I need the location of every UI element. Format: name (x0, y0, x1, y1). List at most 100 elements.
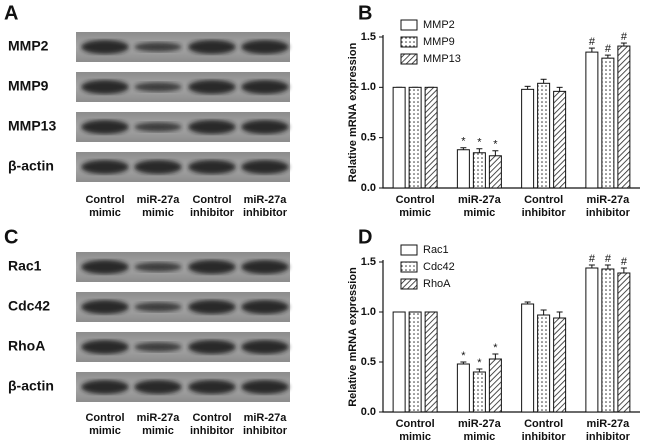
blot-band (81, 160, 129, 174)
blot-row-label: β-actin (8, 378, 54, 394)
bar (617, 272, 631, 413)
y-tick-label: 1.5 (361, 31, 376, 43)
blot-band (134, 122, 182, 132)
legend-swatch (400, 244, 418, 256)
blot-band (134, 380, 182, 394)
y-tick-label: 0.0 (361, 406, 376, 418)
blot-row-label: MMP2 (8, 38, 49, 54)
blot-row-label: Rac1 (8, 258, 42, 274)
blot-row-label: Cdc42 (8, 298, 50, 314)
bar (537, 314, 551, 413)
bar (521, 88, 535, 189)
blot-band (188, 40, 236, 54)
legend-swatch (400, 19, 418, 31)
legend-label: MMP2 (423, 19, 455, 31)
x-tick-label: miR-27a inhibitor (586, 194, 631, 219)
blot-column-label: Control inhibitor (190, 412, 235, 437)
bar (521, 303, 535, 413)
significance-mark: * (477, 137, 482, 149)
blot-column-label: Control mimic (85, 412, 124, 437)
bar (553, 317, 567, 413)
y-tick-label: 1.0 (361, 81, 376, 93)
bar (392, 311, 406, 413)
significance-mark: * (461, 350, 466, 362)
blot-row-label: MMP9 (8, 78, 49, 94)
x-tick-label: Control inhibitor (522, 194, 567, 219)
blot-column-label: miR-27a inhibitor (243, 412, 288, 437)
bar (553, 90, 567, 189)
blot-band (134, 262, 182, 272)
legend-swatch (400, 278, 418, 290)
significance-mark: # (589, 36, 596, 48)
blot-band (134, 342, 182, 352)
blot-column-label: miR-27a inhibitor (243, 194, 288, 219)
legend-label: Cdc42 (423, 261, 455, 273)
bar (585, 267, 599, 413)
blot-band (188, 380, 236, 394)
significance-mark: * (461, 136, 466, 148)
blot-column-label: Control mimic (85, 194, 124, 219)
bar (601, 268, 615, 413)
blot-band (81, 340, 129, 354)
significance-mark: # (621, 31, 628, 43)
panel-label: D (358, 226, 372, 248)
y-tick-label: 0.0 (361, 182, 376, 194)
y-tick-label: 0.5 (361, 356, 376, 368)
blot-band (188, 340, 236, 354)
x-tick-label: miR-27a mimic (458, 418, 502, 443)
bar (488, 358, 502, 413)
blot-band (241, 300, 289, 314)
bar (456, 149, 470, 189)
x-tick-label: miR-27a inhibitor (586, 418, 631, 443)
x-tick-label: miR-27a mimic (458, 194, 502, 219)
bar (408, 311, 422, 413)
bar (601, 57, 615, 189)
blot-band (188, 300, 236, 314)
legend-label: MMP13 (423, 53, 461, 65)
bar (488, 155, 502, 189)
bar (585, 51, 599, 189)
legend-label: RhoA (423, 278, 451, 290)
y-axis-title: Relative mRNA expression (347, 267, 359, 407)
blot-band (241, 340, 289, 354)
blot-band (81, 300, 129, 314)
bar (424, 311, 438, 413)
legend-label: MMP9 (423, 36, 455, 48)
blot-band (81, 80, 129, 94)
x-tick-label: Control mimic (396, 418, 435, 443)
bar (472, 371, 486, 413)
legend-swatch (400, 53, 418, 65)
blot-band (81, 380, 129, 394)
blot-band (134, 160, 182, 174)
significance-mark: * (477, 357, 482, 369)
significance-mark: * (493, 342, 498, 354)
y-tick-label: 0.5 (361, 132, 376, 144)
legend-swatch (400, 36, 418, 48)
bar (617, 45, 631, 189)
x-tick-label: Control mimic (396, 194, 435, 219)
panel-label: A (4, 2, 18, 24)
significance-mark: * (493, 139, 498, 151)
panel-label: C (4, 226, 18, 248)
bar (392, 86, 406, 189)
bar (456, 363, 470, 413)
blot-row-label: MMP13 (8, 118, 56, 134)
blot-band (188, 160, 236, 174)
blot-band (241, 120, 289, 134)
blot-band (188, 80, 236, 94)
significance-mark: # (621, 256, 628, 268)
y-tick-label: 1.5 (361, 256, 376, 268)
significance-mark: # (589, 253, 596, 265)
blot-band (241, 40, 289, 54)
panel-label: B (358, 2, 372, 24)
significance-mark: # (605, 253, 612, 265)
blot-band (188, 260, 236, 274)
significance-mark: # (605, 43, 612, 55)
blot-band (241, 80, 289, 94)
bar (424, 86, 438, 189)
blot-row-label: β-actin (8, 158, 54, 174)
blot-row-label: RhoA (8, 338, 45, 354)
blot-band (188, 120, 236, 134)
blot-column-label: Control inhibitor (190, 194, 235, 219)
